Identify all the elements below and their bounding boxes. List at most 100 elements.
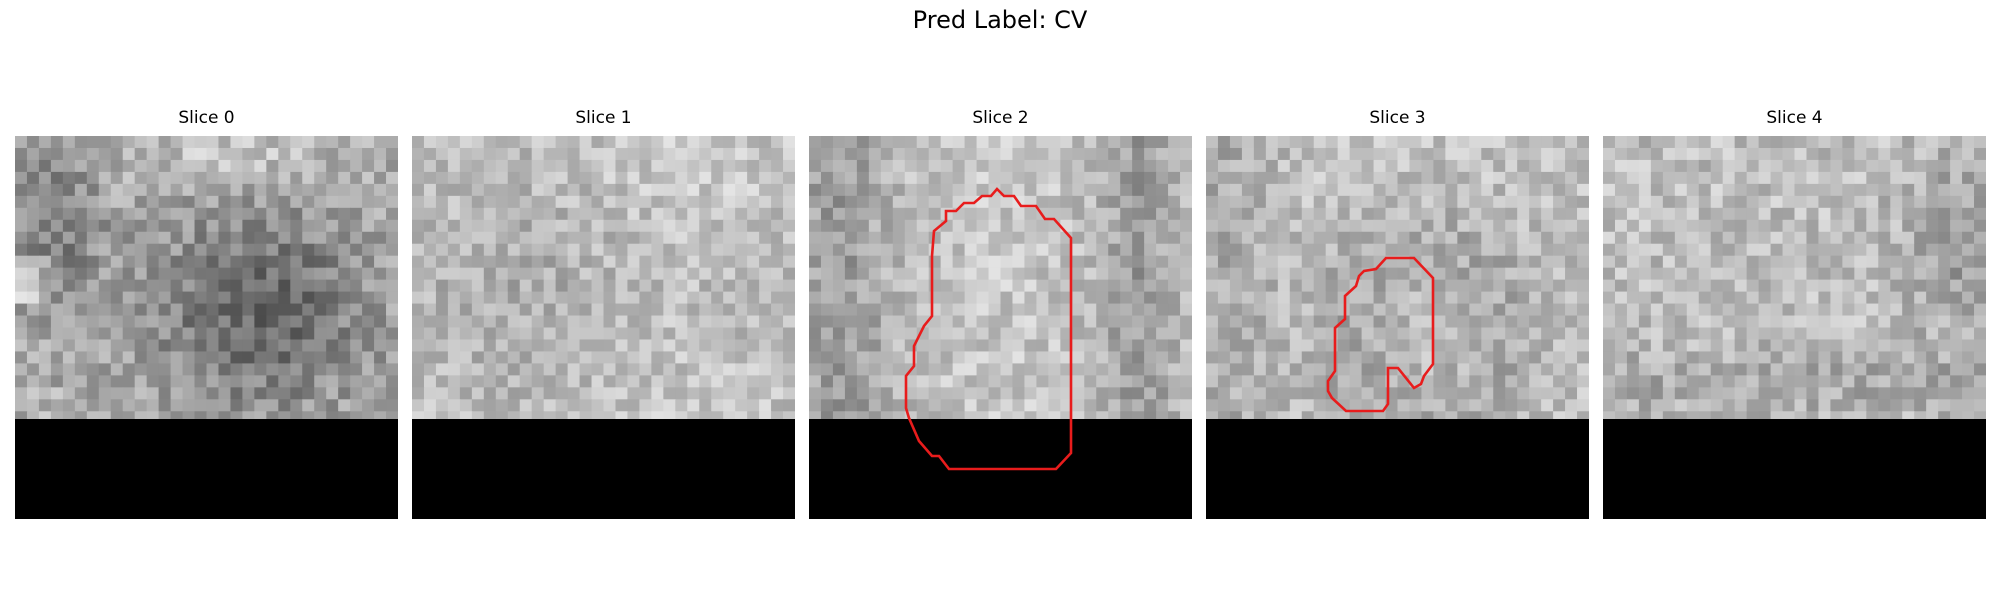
pixel-cell bbox=[663, 231, 676, 245]
pixel-cell bbox=[302, 207, 315, 221]
pixel-cell bbox=[687, 387, 700, 400]
pixel-cell bbox=[412, 387, 425, 400]
pixel-cell bbox=[1313, 375, 1327, 388]
pixel-cell bbox=[1168, 219, 1181, 233]
pixel-cell bbox=[1878, 327, 1891, 341]
pixel-cell bbox=[1794, 363, 1808, 376]
pixel-cell bbox=[1770, 327, 1784, 341]
pixel-cell bbox=[15, 171, 28, 185]
pixel-cell bbox=[579, 195, 593, 209]
pixel-cell bbox=[386, 255, 398, 269]
pixel-cell bbox=[1072, 351, 1085, 365]
pixel-cell bbox=[338, 351, 351, 365]
pixel-cell bbox=[290, 159, 303, 173]
pixel-cell bbox=[1301, 195, 1315, 209]
pixel-cell bbox=[543, 375, 557, 388]
pixel-cell bbox=[412, 351, 425, 365]
pixel-cell bbox=[567, 243, 581, 257]
pixel-cell bbox=[1541, 315, 1554, 329]
pixel-cell bbox=[1614, 171, 1628, 185]
pixel-cell bbox=[471, 351, 485, 365]
pixel-cell bbox=[1818, 195, 1832, 209]
pixel-cell bbox=[952, 363, 966, 376]
pixel-cell bbox=[1433, 183, 1446, 197]
pixel-cell bbox=[495, 387, 509, 400]
pixel-cell bbox=[675, 231, 688, 245]
pixel-cell bbox=[423, 171, 437, 185]
pixel-cell bbox=[98, 339, 112, 353]
pixel-cell bbox=[435, 243, 449, 257]
pixel-cell bbox=[1577, 303, 1589, 317]
pixel-cell bbox=[1770, 159, 1784, 173]
pixel-cell bbox=[507, 339, 521, 353]
pixel-cell bbox=[711, 339, 724, 353]
pixel-cell bbox=[110, 195, 124, 209]
pixel-cell bbox=[1096, 327, 1109, 341]
pixel-cell bbox=[555, 279, 569, 293]
pixel-cell bbox=[543, 387, 557, 400]
pixel-cell bbox=[1806, 363, 1820, 376]
pixel-cell bbox=[1541, 159, 1554, 173]
pixel-cell bbox=[1830, 375, 1843, 388]
pixel-cell bbox=[1962, 327, 1975, 341]
pixel-cell bbox=[1072, 279, 1085, 293]
pixel-cell bbox=[459, 339, 473, 353]
pixel-cell bbox=[1770, 147, 1784, 161]
pixel-cell bbox=[158, 231, 172, 245]
pixel-cell bbox=[1698, 387, 1712, 400]
pixel-cell bbox=[1758, 351, 1772, 365]
pixel-cell bbox=[483, 363, 497, 376]
pixel-cell bbox=[952, 219, 966, 233]
pixel-cell bbox=[1385, 231, 1399, 245]
pixel-cell bbox=[1650, 339, 1664, 353]
pixel-cell bbox=[1325, 351, 1339, 365]
pixel-cell bbox=[976, 351, 990, 365]
pixel-cell bbox=[242, 171, 255, 185]
pixel-cell bbox=[495, 267, 509, 281]
pixel-cell bbox=[1914, 279, 1927, 293]
pixel-cell bbox=[1698, 399, 1712, 412]
pixel-cell bbox=[374, 195, 387, 209]
pixel-cell bbox=[26, 243, 40, 257]
pixel-cell bbox=[952, 147, 966, 161]
pixel-cell bbox=[1445, 375, 1458, 388]
pixel-cell bbox=[567, 363, 581, 376]
pixel-cell bbox=[26, 183, 40, 197]
pixel-cell bbox=[1206, 375, 1219, 388]
pixel-cell bbox=[1493, 207, 1506, 221]
pixel-cell bbox=[374, 327, 387, 341]
pixel-cell bbox=[1048, 231, 1061, 245]
pixel-cell bbox=[386, 267, 398, 281]
pixel-cell bbox=[1373, 231, 1387, 245]
pixel-cell bbox=[459, 303, 473, 317]
pixel-cell bbox=[1337, 363, 1351, 376]
pixel-cell bbox=[1890, 327, 1903, 341]
pixel-cell bbox=[579, 351, 593, 365]
pixel-cell bbox=[615, 267, 629, 281]
pixel-cell bbox=[314, 279, 327, 293]
pixel-cell bbox=[1108, 207, 1121, 221]
pixel-cell bbox=[675, 291, 688, 305]
pixel-cell bbox=[1132, 327, 1145, 341]
pixel-cell bbox=[711, 255, 724, 269]
pixel-cell bbox=[904, 255, 918, 269]
pixel-cell bbox=[1144, 363, 1157, 376]
pixel-cell bbox=[194, 243, 208, 257]
pixel-cell bbox=[1902, 303, 1915, 317]
pixel-cell bbox=[1445, 231, 1458, 245]
pixel-cell bbox=[1012, 183, 1026, 197]
pixel-cell bbox=[1206, 303, 1219, 317]
pixel-cell bbox=[122, 327, 136, 341]
pixel-cell bbox=[350, 339, 363, 353]
pixel-cell bbox=[711, 136, 724, 149]
pixel-cell bbox=[1156, 255, 1169, 269]
pixel-cell bbox=[856, 351, 870, 365]
pixel-cell bbox=[435, 219, 449, 233]
pixel-cell bbox=[170, 195, 184, 209]
pixel-cell bbox=[1012, 291, 1026, 305]
pixel-cell bbox=[783, 399, 795, 412]
pixel-cell bbox=[1818, 303, 1832, 317]
pixel-cell bbox=[1373, 219, 1387, 233]
pixel-cell bbox=[832, 183, 846, 197]
pixel-cell bbox=[1650, 363, 1664, 376]
